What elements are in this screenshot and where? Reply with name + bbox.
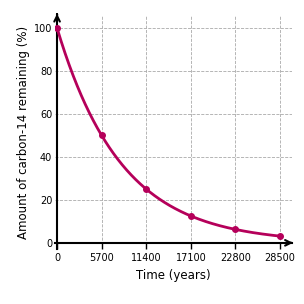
X-axis label: Time (years): Time (years)	[136, 269, 211, 282]
Y-axis label: Amount of carbon-14 remaining (%): Amount of carbon-14 remaining (%)	[17, 26, 30, 239]
